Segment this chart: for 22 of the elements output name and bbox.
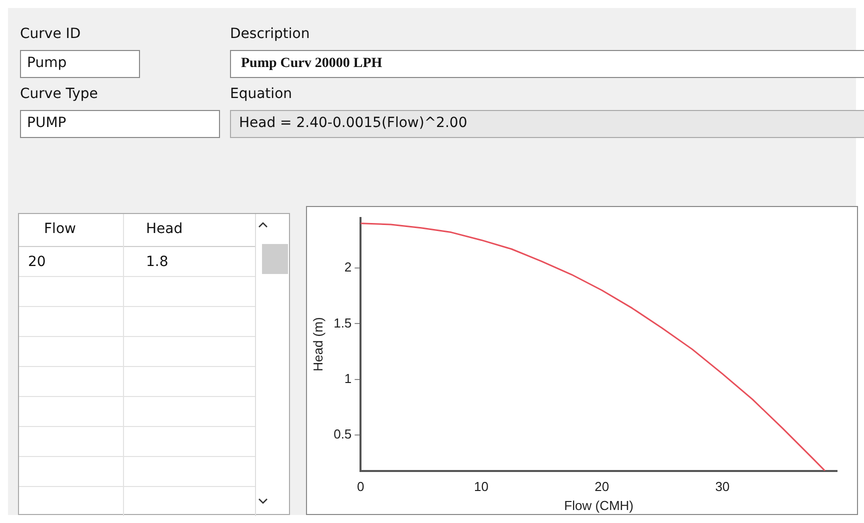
text: Pump Curv 20000 LPH: [230, 50, 864, 78]
text: 20: [27, 253, 47, 272]
x-axis-title: Flow (CMH): [564, 498, 634, 513]
text: 1.8: [145, 253, 170, 272]
x-tick-label: 30: [715, 479, 730, 494]
text: Curve ID: [20, 26, 82, 44]
x-tick-label: 10: [474, 479, 488, 494]
text: Flow: [43, 220, 77, 239]
text: Pump: [20, 50, 140, 78]
y-tick-label: 2: [344, 260, 352, 275]
text: Head: [145, 220, 184, 239]
y-tick-label: 1: [344, 370, 352, 386]
text: Curve Type: [20, 86, 99, 104]
x-tick-label: 20: [594, 479, 610, 494]
text: Equation: [230, 86, 294, 104]
y-axis-title: Head (m): [310, 317, 326, 372]
text: Head = 2.40-0.0015(Flow)^2.00: [230, 110, 864, 138]
text: Description: [230, 26, 311, 44]
x-tick-label: 0: [357, 479, 364, 494]
text: PUMP: [20, 110, 220, 138]
y-tick-label: 0.5: [334, 426, 352, 442]
y-tick-label: 1.5: [334, 315, 352, 330]
